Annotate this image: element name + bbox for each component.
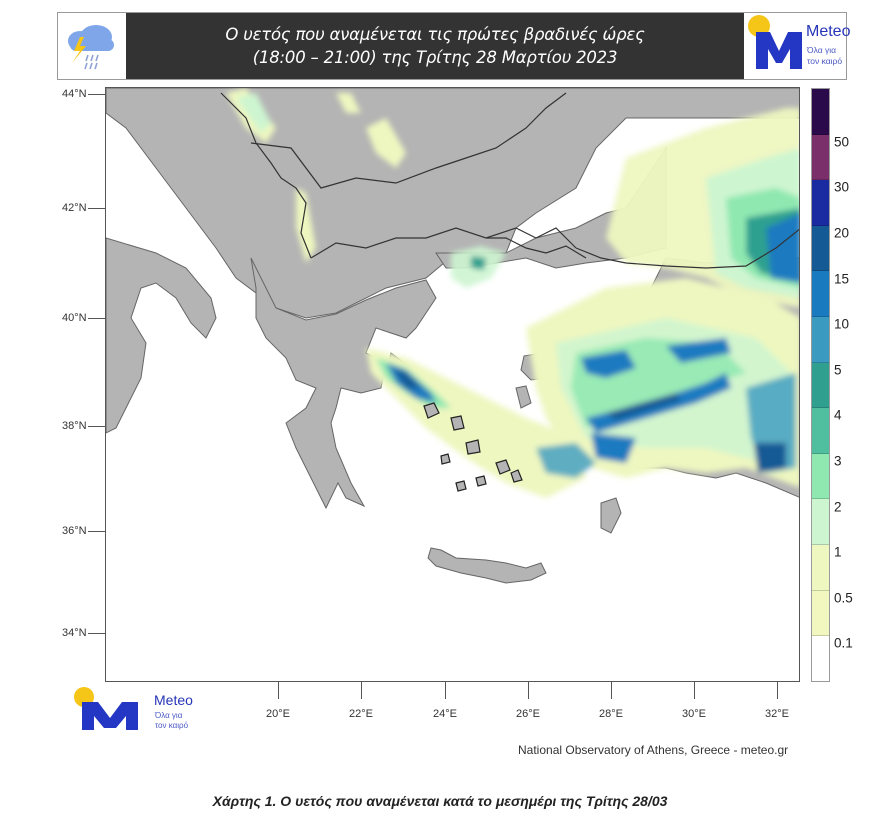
colorbar-seg xyxy=(812,317,829,363)
lon-label-20: 20°E xyxy=(266,708,290,720)
lon-label-30: 30°E xyxy=(682,708,706,720)
header-title: Ο υετός που αναμένεται τις πρώτες βραδιν… xyxy=(126,13,744,79)
lon-label-32: 32°E xyxy=(765,708,789,720)
lon-label-22: 22°E xyxy=(349,708,373,720)
colorbar-seg xyxy=(812,180,829,226)
lat-tick xyxy=(88,208,105,209)
map-caption: Χάρτης 1. Ο υετός που αναμένεται κατά το… xyxy=(212,793,668,809)
lon-tick xyxy=(611,682,612,699)
colorbar-seg xyxy=(812,89,829,135)
lon-label-26: 26°E xyxy=(516,708,540,720)
lon-label-28: 28°E xyxy=(599,708,623,720)
meteo-tagline-2: τον καιρό xyxy=(807,56,843,66)
colorbar-label-1: 1 xyxy=(834,544,842,560)
colorbar-seg xyxy=(812,590,829,637)
lon-label-24: 24°E xyxy=(433,708,457,720)
header-title-line2: (18:00 – 21:00) της Τρίτης 28 Μαρτίου 20… xyxy=(252,48,618,67)
source-credit: National Observatory of Athens, Greece -… xyxy=(518,743,789,757)
meteo-brand: Meteo xyxy=(806,23,851,40)
lon-tick xyxy=(777,682,778,699)
meteo-tagline-1: Όλα για xyxy=(155,711,183,720)
lat-label-40: 40°N xyxy=(62,312,87,324)
lat-tick xyxy=(88,633,105,634)
meteo-tagline-2: τον καιρό xyxy=(155,721,189,730)
colorbar-seg xyxy=(812,636,829,681)
lon-tick xyxy=(278,682,279,699)
lat-label-44: 44°N xyxy=(62,88,87,100)
lat-tick xyxy=(88,94,105,95)
colorbar-label-10: 10 xyxy=(834,316,850,332)
lon-tick xyxy=(694,682,695,699)
colorbar-label-2: 2 xyxy=(834,499,842,515)
colorbar-seg xyxy=(812,134,829,181)
lon-tick xyxy=(361,682,362,699)
meteo-tagline-1: Όλα για xyxy=(807,45,837,55)
lat-label-36: 36°N xyxy=(62,525,87,537)
colorbar-label-0-5: 0.5 xyxy=(834,590,853,606)
colorbar-seg xyxy=(812,408,829,454)
colorbar-label-0-1: 0.1 xyxy=(834,635,853,651)
colorbar-label-4: 4 xyxy=(834,407,842,423)
colorbar-label-30: 30 xyxy=(834,179,850,195)
map-canvas xyxy=(106,88,799,584)
lat-label-42: 42°N xyxy=(62,202,87,214)
lon-tick xyxy=(445,682,446,699)
lon-tick xyxy=(528,682,529,699)
meteo-m-icon xyxy=(748,15,802,69)
header-banner: Ο υετός που αναμένεται τις πρώτες βραδιν… xyxy=(57,12,850,80)
footer-meteo-logo: Meteo Όλα για τον καιρό xyxy=(72,686,212,736)
colorbar-seg xyxy=(812,453,829,500)
lat-tick xyxy=(88,426,105,427)
colorbar-seg xyxy=(812,271,829,318)
colorbar-seg xyxy=(812,362,829,409)
header-title-line1: Ο υετός που αναμένεται τις πρώτες βραδιν… xyxy=(225,25,645,44)
colorbar-seg xyxy=(812,225,829,272)
colorbar-label-15: 15 xyxy=(834,271,850,287)
header-meteo-logo: Meteo Όλα για τον καιρό xyxy=(746,13,850,79)
weather-icon-box xyxy=(58,13,124,79)
colorbar-seg xyxy=(812,545,829,591)
storm-rain-icon xyxy=(68,25,114,70)
lat-tick xyxy=(88,318,105,319)
colorbar-seg xyxy=(812,499,829,546)
lat-tick xyxy=(88,531,105,532)
lat-label-38: 38°N xyxy=(62,420,87,432)
meteo-brand: Meteo xyxy=(154,692,193,708)
lat-label-34: 34°N xyxy=(62,627,87,639)
colorbar-label-3: 3 xyxy=(834,453,842,469)
precipitation-colorbar xyxy=(811,88,830,682)
colorbar-label-50: 50 xyxy=(834,134,850,150)
colorbar-label-5: 5 xyxy=(834,362,842,378)
precipitation-map xyxy=(105,87,800,682)
meteo-m-icon xyxy=(74,687,138,730)
colorbar-label-20: 20 xyxy=(834,225,850,241)
